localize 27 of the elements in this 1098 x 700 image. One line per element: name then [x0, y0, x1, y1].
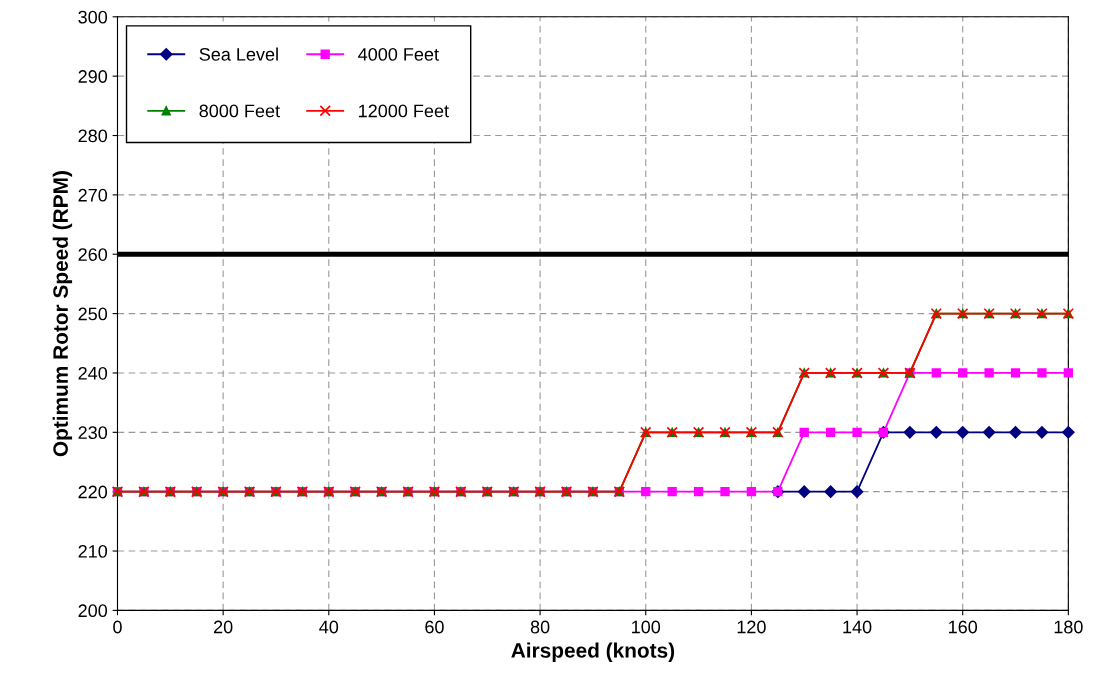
- legend-label: 8000 Feet: [199, 104, 280, 118]
- y-tick-label: 290: [78, 70, 108, 83]
- y-tick-label: 200: [78, 604, 108, 618]
- y-tick-label: 240: [78, 366, 108, 380]
- y-tick-label: 210: [78, 544, 108, 558]
- x-tick-label: 60: [425, 620, 444, 634]
- x-tick-label: 180: [1054, 620, 1083, 634]
- y-tick-label: 220: [78, 485, 108, 499]
- x-tick-label: 140: [843, 620, 872, 634]
- y-axis-title: Optimum Rotor Speed (RPM): [52, 171, 73, 457]
- y-tick-label: 300: [78, 10, 108, 24]
- legend-label: 4000 Feet: [358, 47, 439, 61]
- x-tick-label: 0: [113, 620, 122, 634]
- x-tick-label: 120: [737, 620, 766, 634]
- x-tick-label: 100: [632, 620, 661, 634]
- y-tick-label: 280: [78, 129, 108, 143]
- y-tick-label: 250: [78, 307, 108, 321]
- x-tick-label: 160: [949, 620, 978, 634]
- y-tick-label: 230: [78, 426, 108, 440]
- y-tick-label: 260: [78, 248, 108, 261]
- legend-label: 12000 Feet: [359, 104, 449, 118]
- x-tick-label: 40: [319, 620, 339, 634]
- x-tick-label: 80: [530, 620, 550, 634]
- y-tick-label: 270: [78, 188, 108, 202]
- legend-label: Sea Level: [199, 47, 278, 61]
- x-tick-label: 20: [214, 620, 233, 634]
- x-axis-title: Airspeed (knots): [511, 642, 675, 662]
